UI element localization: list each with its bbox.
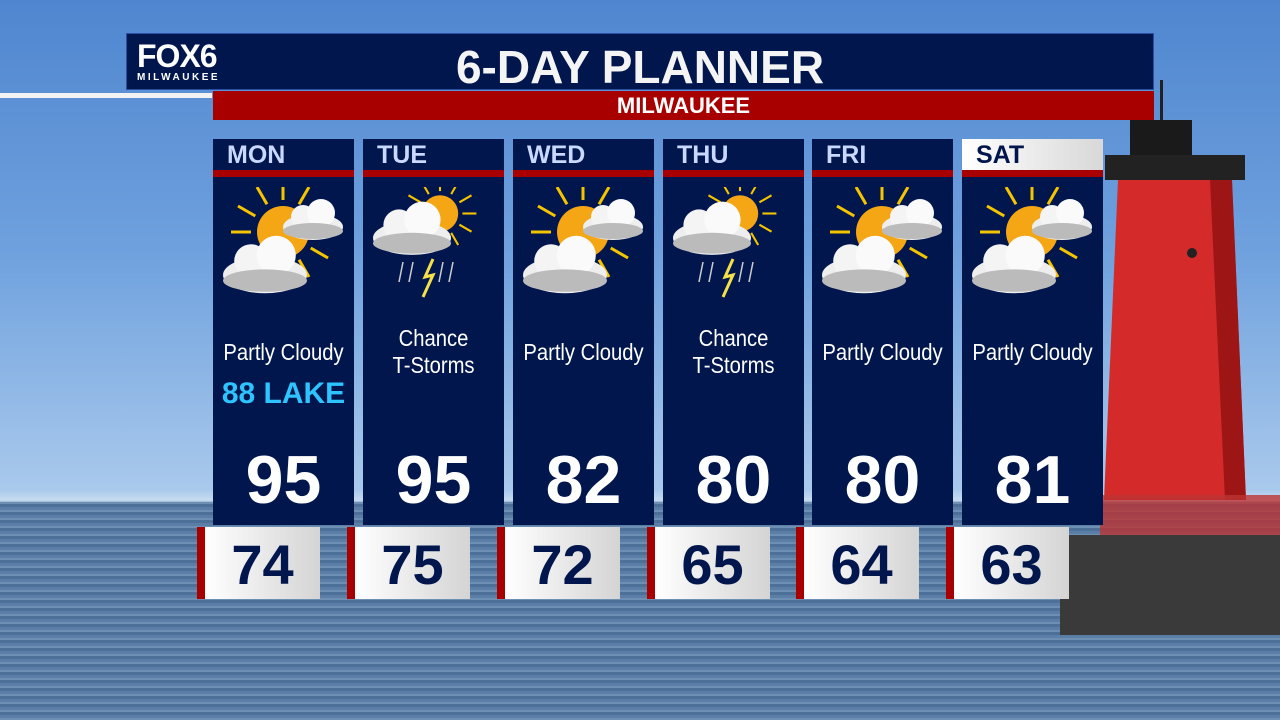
low-temp: 74 — [197, 527, 320, 599]
accent-line — [0, 93, 212, 98]
low-temp: 63 — [946, 527, 1069, 599]
cloud-icon — [523, 235, 607, 294]
high-temp: 95 — [245, 442, 322, 518]
day-column-tue: TUE Chance T-Storms 95 — [363, 139, 504, 525]
day-label: THU — [677, 141, 729, 169]
divider — [513, 170, 654, 177]
divider — [363, 170, 504, 177]
location-bar: MILWAUKEE — [213, 91, 1154, 120]
day-label: TUE — [377, 141, 427, 169]
condition-text: Partly Cloudy — [223, 339, 344, 365]
cloud-icon — [673, 201, 751, 255]
high-temp: 80 — [695, 442, 772, 518]
day-column-wed: WED Partly Cloudy 82 — [513, 139, 654, 525]
cloud-icon — [882, 199, 942, 240]
title-bar: FOX6 MILWAUKEE 6-DAY PLANNER — [126, 33, 1154, 93]
divider — [213, 170, 354, 177]
day-column-sat: SAT Partly Cloudy 81 — [962, 139, 1103, 525]
divider — [962, 170, 1103, 177]
high-temp: 80 — [844, 442, 921, 518]
day-column-thu: THU Chance T-Storms 80 — [663, 139, 804, 525]
divider — [812, 170, 953, 177]
page-title: 6-DAY PLANNER — [455, 41, 825, 93]
cloud-icon — [822, 235, 906, 294]
low-temp: 75 — [347, 527, 470, 599]
low-temp: 72 — [497, 527, 620, 599]
condition-text: Partly Cloudy — [972, 339, 1093, 365]
fox6-logo: FOX6 MILWAUKEE — [137, 38, 221, 83]
condition-text: Partly Cloudy — [523, 339, 644, 365]
cloud-icon — [373, 201, 451, 255]
lighthouse-image — [1060, 80, 1280, 635]
day-label: WED — [527, 141, 586, 169]
day-column-fri: FRI Partly Cloudy 80 — [812, 139, 953, 525]
cloud-icon — [583, 199, 643, 240]
low-temp: 65 — [647, 527, 770, 599]
cloud-icon — [223, 235, 307, 294]
day-column-mon: MON Partly Cloudy 88 LAKE 95 — [213, 139, 354, 525]
high-temp: 81 — [994, 442, 1071, 518]
high-temp: 95 — [395, 442, 472, 518]
day-label: FRI — [826, 141, 867, 169]
low-temp: 64 — [796, 527, 919, 599]
day-label: MON — [227, 141, 286, 169]
cloud-icon — [1032, 199, 1092, 240]
cloud-icon — [972, 235, 1056, 294]
condition-text: Chance T-Storms — [692, 325, 775, 378]
divider — [663, 170, 804, 177]
cloud-icon — [283, 199, 343, 240]
condition-text: Chance T-Storms — [392, 325, 475, 378]
lake-temp: 88 LAKE — [221, 377, 346, 410]
high-temp: 82 — [545, 442, 622, 518]
condition-text: Partly Cloudy — [822, 339, 943, 365]
day-label: SAT — [962, 139, 1103, 170]
